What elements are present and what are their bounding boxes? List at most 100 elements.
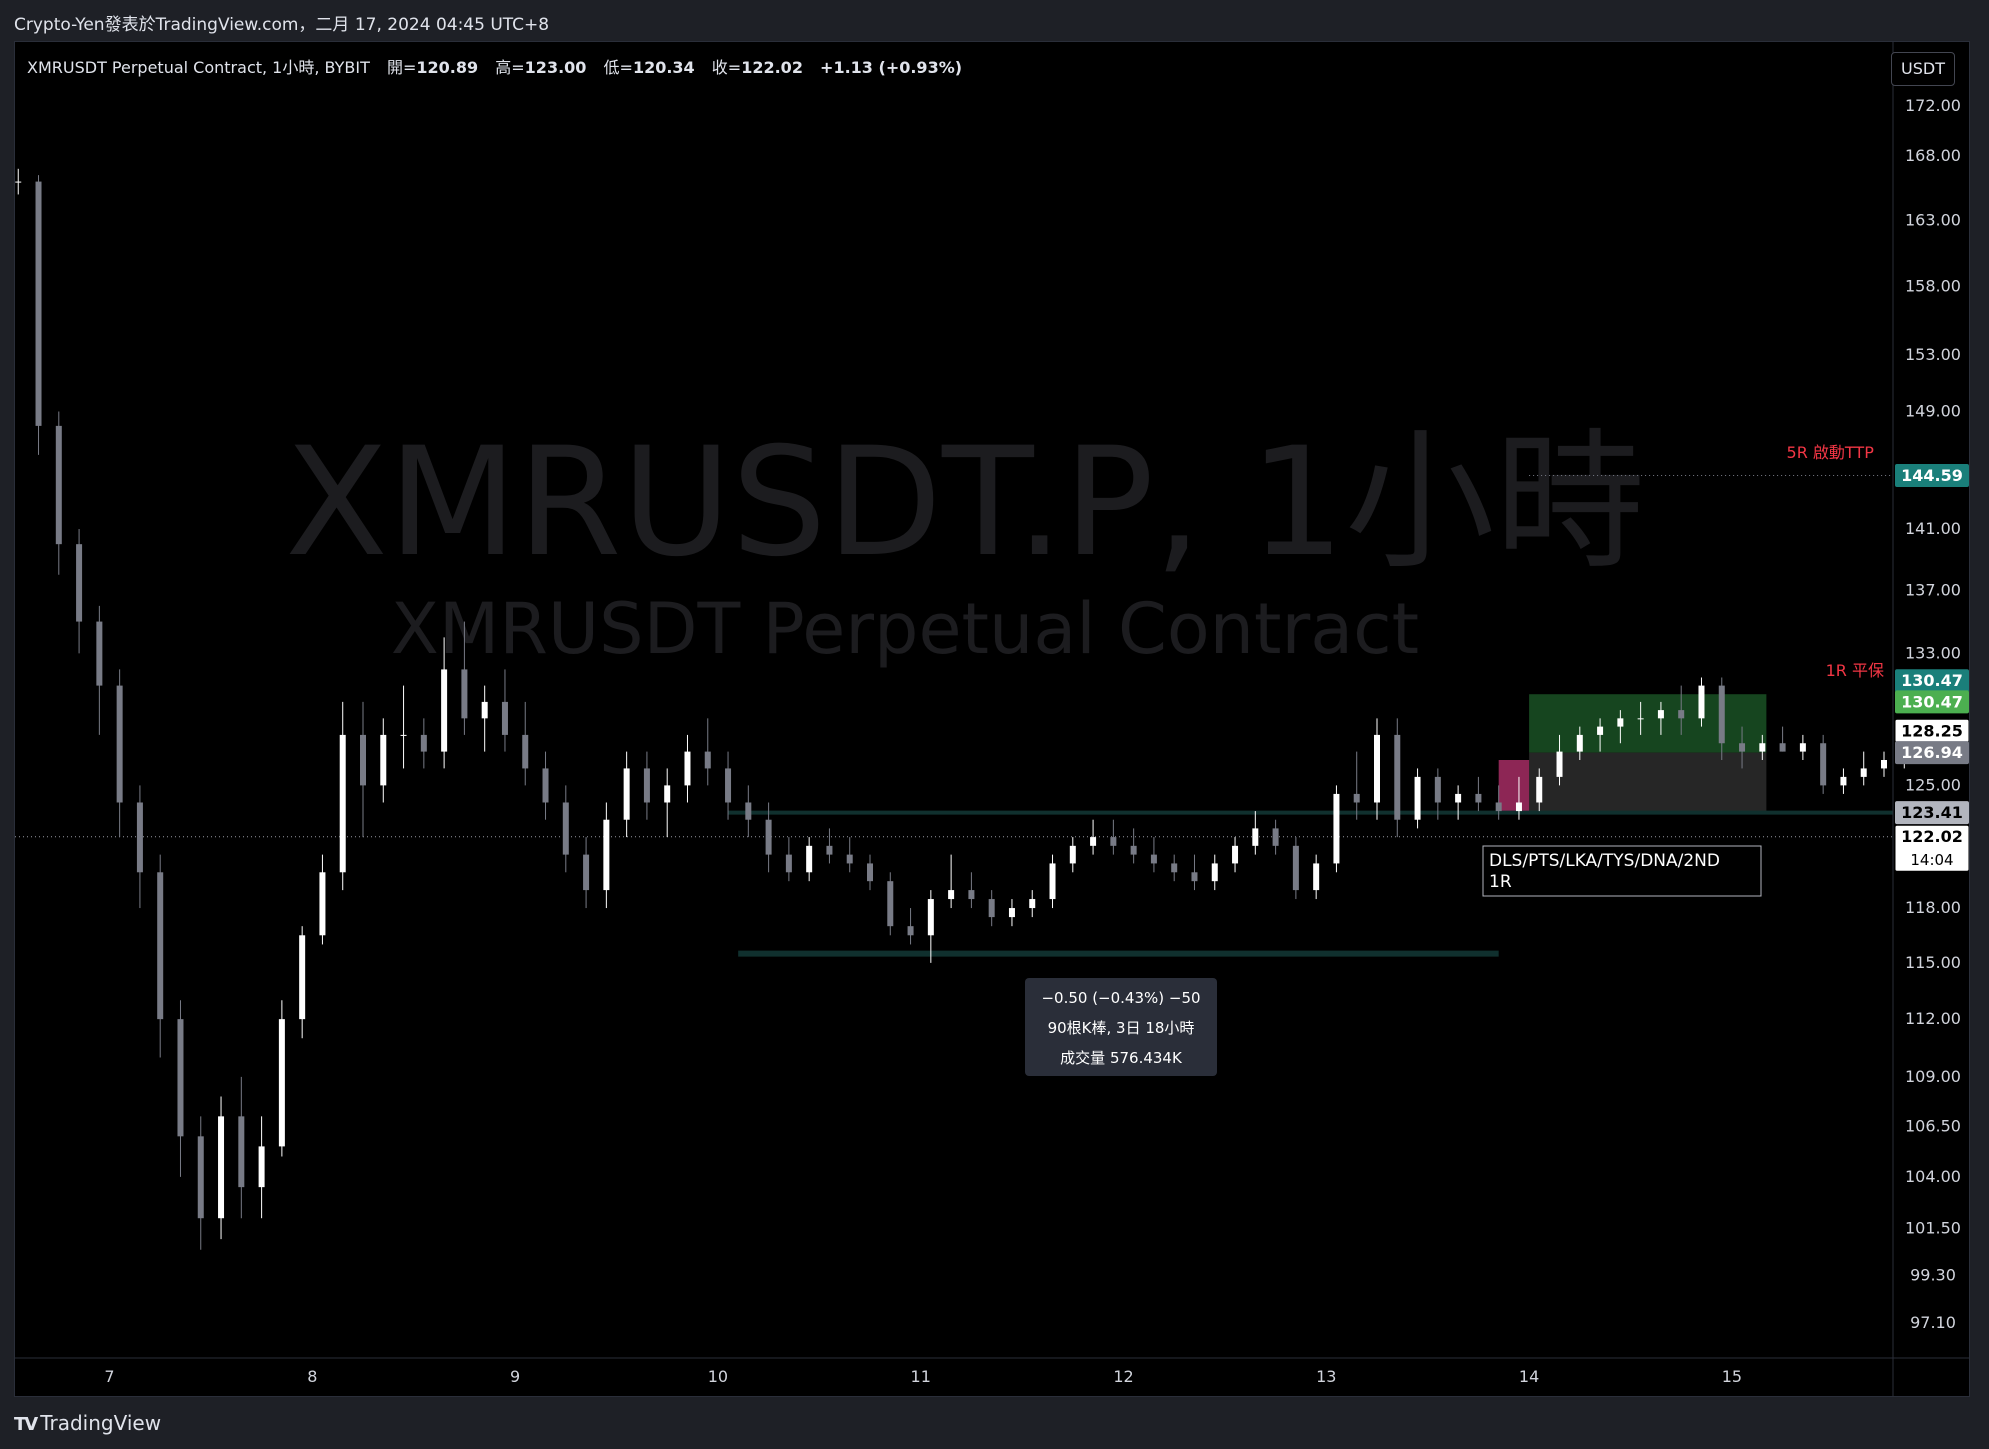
price-tag <box>1894 824 1969 872</box>
symbol-legend: XMRUSDT Perpetual Contract, 1小時, BYBIT 開… <box>27 54 962 78</box>
candle-body <box>116 685 123 803</box>
candle-body <box>177 1019 184 1137</box>
candle-body <box>887 881 894 927</box>
legend-open-value: 120.89 <box>416 58 479 77</box>
candle-body <box>1171 863 1178 873</box>
measure-tooltip-line3: 成交量 576.434K <box>1060 1049 1183 1067</box>
candle-body <box>1049 863 1056 900</box>
candle-body <box>562 802 569 855</box>
candle-body <box>1374 734 1380 803</box>
candle-body <box>1617 718 1624 727</box>
candle-body <box>1657 710 1664 719</box>
y-tick-label: 99.30 <box>1910 1265 1956 1284</box>
candle-body <box>461 669 468 719</box>
price-tag-value: 128.25 <box>1901 721 1963 740</box>
candle-body <box>684 751 691 786</box>
candle-body <box>1414 776 1421 820</box>
chart-pane[interactable]: XMRUSDT.P, 1小時 XMRUSDT Perpetual Contract… <box>14 41 1970 1397</box>
candle-body <box>948 890 955 900</box>
candle-body <box>603 819 610 891</box>
watermark-symbol: XMRUSDT.P, 1小時 <box>285 416 1645 590</box>
legend-open-label: 開= <box>386 58 417 77</box>
price-tag <box>1895 669 1969 693</box>
publisher-line: Crypto-Yen發表於TradingView.com，二月 17, 2024… <box>14 15 550 35</box>
candle-body <box>55 425 62 545</box>
candle-body <box>1556 751 1563 777</box>
candle-body <box>1597 726 1604 735</box>
price-tag-value: 122.02 <box>1901 827 1963 846</box>
candle-body <box>522 734 529 769</box>
legend-high-label: 高= <box>495 58 525 77</box>
candle-body <box>1130 845 1137 855</box>
candle-body <box>1455 793 1462 803</box>
candle-body <box>1272 828 1279 846</box>
candle-body <box>278 1019 285 1147</box>
tradingview-icon: TV <box>14 1414 38 1435</box>
watermark-description: XMRUSDT Perpetual Contract <box>391 588 1419 670</box>
candle-body <box>1799 743 1806 752</box>
price-tag-countdown: 14:04 <box>1910 851 1953 869</box>
candle-body <box>846 854 853 864</box>
x-tick-label: 7 <box>104 1367 114 1386</box>
text-box-line2: 1R <box>1489 872 1512 892</box>
price-tag <box>1895 463 1969 487</box>
candle-body <box>745 802 752 820</box>
y-tick-label: 163.00 <box>1905 210 1961 229</box>
price-tag <box>1895 741 1969 765</box>
y-tick-label: 106.50 <box>1905 1116 1961 1135</box>
entry-marker <box>1498 759 1530 813</box>
top-bar: Crypto-Yen發表於TradingView.com，二月 17, 2024… <box>0 0 1989 44</box>
candle-body <box>238 1116 245 1188</box>
candle-body <box>1779 743 1786 752</box>
candle-body <box>623 768 630 820</box>
tradingview-logo[interactable]: TV TradingView <box>14 1411 161 1435</box>
x-tick-label: 8 <box>307 1367 317 1386</box>
candle-body <box>1333 793 1340 864</box>
candle-body <box>907 926 914 936</box>
candle-body <box>826 845 833 855</box>
candle-body <box>867 863 873 882</box>
y-tick-label: 109.00 <box>1905 1067 1961 1086</box>
candle-body <box>501 701 508 735</box>
x-tick-label: 11 <box>911 1367 931 1386</box>
x-tick-label: 12 <box>1113 1367 1133 1386</box>
candle-body <box>420 734 427 752</box>
candle-body <box>380 734 387 786</box>
y-tick-label: 101.50 <box>1905 1219 1961 1238</box>
candle-body <box>96 621 103 686</box>
currency-button[interactable]: USDT <box>1891 52 1955 86</box>
y-tick-label: 112.00 <box>1905 1009 1961 1028</box>
candle-body <box>481 701 488 719</box>
candle-body <box>1394 734 1401 820</box>
candle-body <box>1353 793 1360 803</box>
candle-body <box>1252 828 1259 846</box>
y-tick-label: 125.00 <box>1905 775 1961 794</box>
candle-body <box>1759 743 1766 752</box>
candle-body <box>988 899 995 918</box>
candle-body <box>15 181 22 183</box>
price-tag <box>1895 801 1969 825</box>
measure-tooltip-line1: −0.50 (−0.43%) −50 <box>1041 989 1200 1007</box>
candle-body <box>583 854 590 891</box>
candle-body <box>765 819 772 855</box>
footer: TV TradingView <box>0 1397 1989 1449</box>
candle-body <box>1678 710 1685 719</box>
candle-body <box>299 935 306 1020</box>
y-tick-label: 115.00 <box>1905 953 1961 972</box>
candle-body <box>664 785 671 803</box>
y-tick-label: 168.00 <box>1905 146 1961 165</box>
legend-symbol: XMRUSDT Perpetual Contract, 1小時, BYBIT <box>27 58 370 77</box>
legend-high-value: 123.00 <box>524 58 587 77</box>
candle-body <box>1008 908 1015 918</box>
candle-body <box>725 768 732 803</box>
candle-body <box>1881 759 1887 769</box>
price-tag-value: 130.47 <box>1901 671 1963 690</box>
y-tick-label: 97.10 <box>1910 1313 1956 1332</box>
candle-body <box>542 768 549 803</box>
candle-body <box>157 872 164 1020</box>
candle-body <box>1840 776 1847 786</box>
legend-low-value: 120.34 <box>632 58 695 77</box>
candle-body <box>1515 802 1522 812</box>
y-tick-label: 118.00 <box>1905 898 1961 917</box>
